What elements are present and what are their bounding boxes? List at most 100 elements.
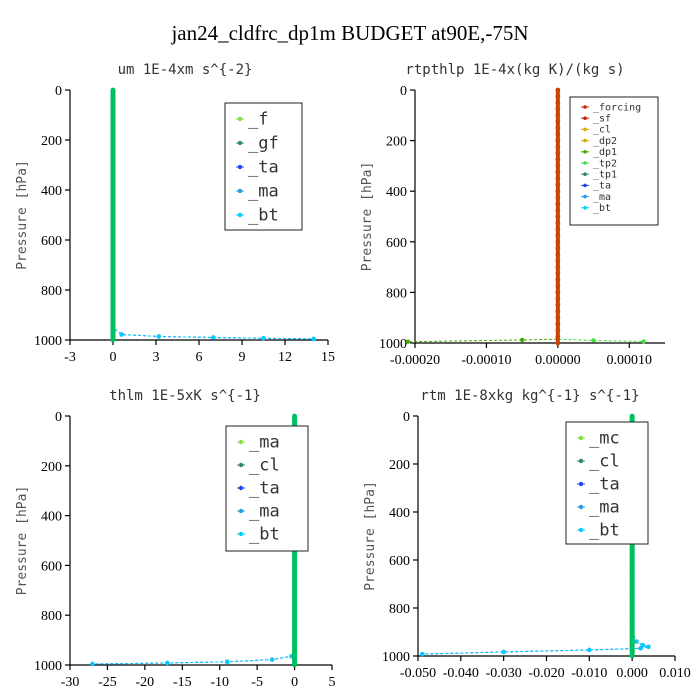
point-marker	[629, 629, 635, 635]
y-tick-label: 0	[55, 410, 62, 425]
point-marker	[629, 569, 635, 575]
panel-1: um 1E-4xm s^{-2} Pressure [hPa] 0 200 400 600…	[15, 62, 335, 365]
point-marker	[110, 312, 116, 318]
y-tick-label: 800	[41, 609, 62, 624]
legend-label: _cl	[589, 452, 620, 472]
point-marker	[225, 659, 230, 664]
point-marker	[555, 195, 561, 200]
legend-marker	[583, 138, 587, 143]
legend-marker	[238, 462, 244, 468]
point-marker	[110, 143, 116, 149]
x-tick-label: 12	[278, 350, 292, 365]
point-marker	[269, 657, 275, 662]
y-tick-label: 400	[386, 185, 407, 200]
point-marker	[555, 321, 561, 327]
point-marker	[110, 118, 116, 124]
point-marker	[555, 214, 561, 219]
point-marker	[110, 337, 116, 343]
point-marker	[519, 337, 525, 343]
point-marker	[555, 125, 561, 131]
y-tick-label: 1000	[382, 650, 410, 665]
x-tick-label: -10	[210, 675, 229, 690]
legend-marker	[578, 504, 584, 510]
panel-title: um 1E-4xm s^{-2}	[118, 62, 253, 78]
point-marker	[555, 163, 561, 169]
legend-marker	[578, 481, 584, 487]
legend-label: _ma	[589, 498, 620, 518]
x-tick-label: -15	[173, 675, 192, 690]
y-tick-label: 400	[389, 506, 410, 521]
point-marker	[555, 327, 561, 333]
x-tick-label: 9	[239, 350, 246, 365]
point-marker	[555, 220, 561, 226]
point-marker	[292, 656, 297, 662]
y-tick-label: 800	[389, 602, 410, 617]
legend-label: _ma	[249, 502, 280, 522]
point-marker	[555, 283, 561, 289]
y-tick-label: 600	[41, 234, 62, 249]
point-marker	[405, 339, 411, 344]
point-marker	[641, 339, 646, 344]
point-marker	[629, 413, 635, 419]
x-tick-label: -25	[98, 675, 117, 690]
y-tick-label: 200	[389, 458, 410, 473]
legend-label: _dp2	[593, 136, 617, 147]
point-marker	[110, 331, 116, 337]
legend-marker	[238, 485, 244, 491]
point-marker	[292, 413, 297, 419]
point-marker	[110, 175, 116, 180]
legend-marker	[583, 127, 587, 132]
point-marker	[629, 623, 635, 629]
point-marker	[555, 271, 561, 276]
point-marker	[640, 643, 646, 648]
legend-label: _ta	[248, 158, 279, 178]
y-axis-label: Pressure [hPa]	[15, 160, 30, 270]
point-marker	[110, 306, 116, 312]
point-marker	[629, 563, 635, 569]
panel-2: rtpthlp 1E-4x(kg K)/(kg s) Pressure [hPa]…	[360, 62, 665, 368]
point-marker	[629, 575, 635, 581]
point-marker	[292, 575, 297, 581]
y-tick-label: 0	[403, 410, 410, 425]
point-marker	[555, 296, 561, 302]
point-marker	[629, 611, 635, 617]
legend-marker	[583, 150, 587, 154]
legend-label: _cl	[249, 456, 280, 476]
point-marker	[292, 594, 297, 599]
point-marker	[110, 181, 116, 187]
point-marker	[555, 245, 561, 251]
point-marker	[292, 581, 297, 587]
legend-marker	[237, 164, 243, 170]
point-marker	[555, 188, 561, 194]
point-marker	[629, 617, 635, 623]
y-tick-label: 0	[400, 84, 407, 99]
x-tick-label: 0.000	[616, 666, 648, 681]
x-tick-label: -0.040	[443, 666, 479, 681]
point-marker	[555, 277, 561, 283]
legend-marker	[237, 212, 243, 218]
point-marker	[110, 237, 116, 243]
legend-label: _gf	[248, 134, 279, 154]
point-marker	[555, 182, 561, 188]
series-line-dp1	[407, 90, 559, 343]
legend: _mc _cl _ta _ma _bt	[565, 421, 649, 545]
point-marker	[555, 100, 561, 106]
series-line-bt	[422, 416, 649, 655]
x-tick-label: 6	[196, 350, 203, 365]
point-marker	[110, 100, 116, 105]
y-tick-label: 200	[386, 135, 407, 150]
legend-marker	[238, 439, 244, 445]
series-line-tp2	[557, 90, 644, 342]
point-marker	[591, 338, 596, 343]
panel-title: thlm 1E-5xK s^{-1}	[109, 388, 261, 404]
point-marker	[110, 187, 116, 193]
figure-title: jan24_cldfrc_dp1m BUDGET at90E,-75N	[170, 21, 528, 45]
point-marker	[110, 168, 116, 174]
point-marker	[156, 334, 162, 339]
point-marker	[110, 268, 116, 274]
legend-label: _ta	[249, 479, 280, 499]
legend-label: _bt	[593, 203, 611, 214]
point-marker	[555, 119, 561, 125]
point-marker	[119, 332, 124, 337]
